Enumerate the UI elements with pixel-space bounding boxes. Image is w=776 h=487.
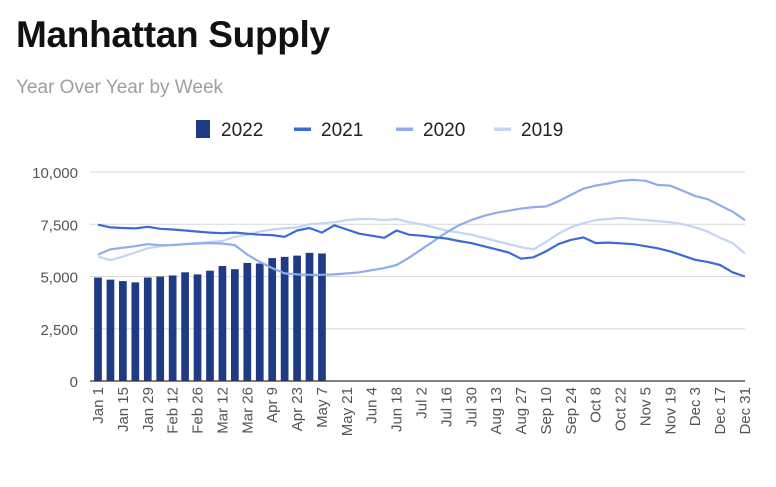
x-tick-label: Jul 2 <box>414 387 431 419</box>
x-tick-label: Sep 24 <box>563 387 580 435</box>
x-axis-ticks: Jan 1 Jan 15 Jan 29 Feb 12 Feb 26 Mar 12 Mar 2… <box>90 387 754 436</box>
y-tick-label: 10,000 <box>32 165 78 182</box>
bar-2022 <box>293 255 301 381</box>
legend-swatch-2020 <box>396 127 413 131</box>
x-tick-label: Sep 10 <box>538 387 555 435</box>
x-tick-label: Feb 26 <box>190 387 207 434</box>
bar-2022 <box>168 275 177 381</box>
bar-2022 <box>243 262 252 381</box>
bar-2022 <box>305 252 314 381</box>
x-tick-label: Aug 13 <box>488 387 505 435</box>
x-tick-label: Feb 12 <box>165 387 182 434</box>
bar-2022 <box>206 270 214 381</box>
line-2021 <box>97 223 746 278</box>
x-tick-label: Aug 27 <box>513 387 530 435</box>
bar-2022 <box>218 266 227 381</box>
x-tick-label: Jan 29 <box>140 387 157 432</box>
bar-2022 <box>181 272 189 381</box>
x-tick-label: Dec 3 <box>687 387 704 426</box>
x-tick-label: Oct 8 <box>588 387 605 423</box>
x-tick-label: Apr 23 <box>289 387 306 431</box>
legend-label-2021: 2021 <box>321 120 363 141</box>
y-axis-ticks: 0 2,500 5,000 7,500 10,000 <box>32 165 78 391</box>
x-tick-label: Jan 1 <box>90 387 107 424</box>
x-tick-label: Mar 12 <box>214 387 231 434</box>
x-tick-label: Dec 31 <box>737 387 754 435</box>
legend-swatch-2022 <box>196 120 210 138</box>
bar-2022 <box>280 256 289 381</box>
x-tick-label: May 21 <box>339 387 356 436</box>
bars-2022 <box>94 252 326 381</box>
x-tick-label: Jul 16 <box>438 387 455 427</box>
y-tick-label: 5,000 <box>40 270 78 287</box>
legend-swatch-2021 <box>294 127 311 131</box>
bar-2022 <box>318 253 326 381</box>
bar-2022 <box>231 269 239 381</box>
bar-2022 <box>193 274 202 381</box>
line-2020 <box>97 178 746 276</box>
line-series <box>97 178 746 278</box>
x-tick-label: Nov 19 <box>662 387 679 435</box>
x-tick-label: Oct 22 <box>613 387 630 431</box>
y-tick-label: 7,500 <box>40 217 78 234</box>
x-tick-label: Jul 30 <box>463 387 480 427</box>
x-tick-label: Dec 17 <box>712 387 729 435</box>
bar-2022 <box>119 281 127 381</box>
x-tick-label: Jan 15 <box>115 387 132 432</box>
bar-2022 <box>94 277 102 381</box>
legend-swatch-2019 <box>494 127 511 131</box>
bar-2022 <box>143 277 152 381</box>
x-tick-label: Mar 26 <box>239 387 256 434</box>
x-tick-label: Jun 4 <box>364 387 381 424</box>
x-tick-label: Apr 9 <box>264 387 281 423</box>
y-tick-label: 2,500 <box>40 322 78 339</box>
y-tick-label: 0 <box>70 374 78 391</box>
x-tick-label: May 7 <box>314 387 331 428</box>
legend-label-2022: 2022 <box>221 120 263 141</box>
chart-legend: 2022 2021 2020 2019 <box>196 120 563 141</box>
bar-2022 <box>106 279 115 381</box>
bar-2022 <box>156 276 165 381</box>
bar-2022 <box>268 258 277 381</box>
bar-2022 <box>255 263 264 381</box>
chart-subtitle: Year Over Year by Week <box>16 77 224 98</box>
x-tick-label: Nov 5 <box>638 387 655 426</box>
chart-title: Manhattan Supply <box>16 14 330 55</box>
legend-label-2020: 2020 <box>423 120 465 141</box>
x-tick-label: Jun 18 <box>389 387 406 432</box>
legend-label-2019: 2019 <box>521 120 563 141</box>
bar-2022 <box>131 282 140 381</box>
